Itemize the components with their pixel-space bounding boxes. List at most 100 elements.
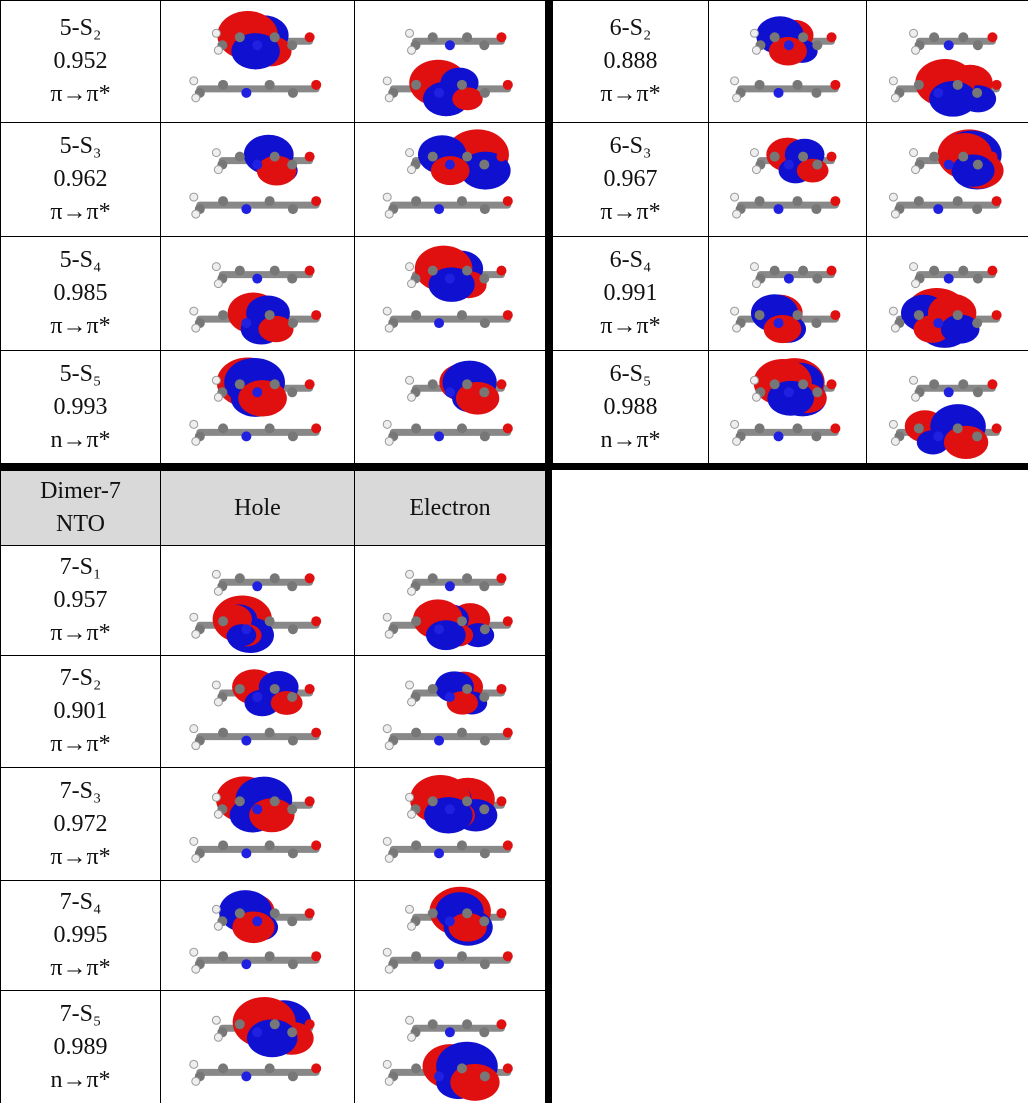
atom bbox=[305, 1019, 315, 1029]
atom bbox=[958, 266, 968, 276]
atom bbox=[811, 431, 821, 441]
atom bbox=[408, 922, 416, 930]
label-cell: 6-S₄0.991π→π* bbox=[552, 236, 709, 351]
atom bbox=[798, 266, 808, 276]
atom bbox=[411, 840, 421, 850]
atom bbox=[212, 1016, 220, 1024]
atom bbox=[479, 274, 489, 284]
atom bbox=[891, 324, 899, 332]
atom bbox=[311, 840, 321, 850]
atom bbox=[457, 1063, 467, 1073]
atom bbox=[944, 40, 954, 50]
atom bbox=[457, 310, 467, 320]
atom bbox=[973, 160, 983, 170]
atom bbox=[385, 965, 393, 973]
atom bbox=[428, 379, 438, 389]
atom bbox=[411, 951, 421, 961]
atom bbox=[733, 437, 741, 445]
atom bbox=[933, 204, 943, 214]
label-cell: 7-S₂0.901π→π* bbox=[0, 655, 161, 768]
atom bbox=[311, 951, 321, 961]
atom bbox=[408, 810, 416, 818]
atom bbox=[305, 908, 315, 918]
orbital-image bbox=[161, 881, 355, 991]
atom bbox=[830, 80, 840, 90]
atom bbox=[218, 616, 228, 626]
lobe bbox=[258, 316, 293, 342]
atom bbox=[406, 1016, 414, 1024]
atom bbox=[235, 908, 245, 918]
atom bbox=[445, 1027, 455, 1037]
atom bbox=[457, 951, 467, 961]
orbital-image bbox=[355, 768, 546, 881]
atom bbox=[812, 160, 822, 170]
atom bbox=[792, 423, 802, 433]
atom bbox=[270, 266, 280, 276]
orbital-image bbox=[867, 123, 1028, 237]
atom bbox=[992, 423, 1002, 433]
atom bbox=[811, 204, 821, 214]
atom bbox=[457, 423, 467, 433]
atom bbox=[241, 959, 251, 969]
atom bbox=[385, 324, 393, 332]
atom bbox=[774, 204, 784, 214]
atom bbox=[218, 1063, 228, 1073]
atom bbox=[496, 908, 506, 918]
transition: π→π* bbox=[600, 196, 660, 229]
atom bbox=[752, 280, 760, 288]
state: 5-S₃ bbox=[60, 130, 102, 163]
atom bbox=[479, 1027, 489, 1037]
atom bbox=[218, 951, 228, 961]
atom bbox=[192, 742, 200, 750]
atom bbox=[190, 193, 198, 201]
atom bbox=[235, 684, 245, 694]
atom bbox=[987, 266, 997, 276]
atom bbox=[462, 908, 472, 918]
orbital-image bbox=[161, 768, 355, 881]
atom bbox=[218, 196, 228, 206]
atom bbox=[192, 854, 200, 862]
electron-cell bbox=[354, 236, 546, 351]
state: 6-S₂ bbox=[610, 12, 652, 45]
atom bbox=[265, 840, 275, 850]
atom bbox=[311, 616, 321, 626]
atom bbox=[385, 94, 393, 102]
atom bbox=[992, 196, 1002, 206]
atom bbox=[774, 431, 784, 441]
atom bbox=[270, 1019, 280, 1029]
atom bbox=[288, 204, 298, 214]
atom bbox=[958, 32, 968, 42]
orbital-image bbox=[355, 656, 546, 768]
atom bbox=[385, 742, 393, 750]
atom bbox=[445, 581, 455, 591]
atom bbox=[288, 848, 298, 858]
atom bbox=[265, 1063, 275, 1073]
atom bbox=[774, 318, 784, 328]
state: 6-S₄ bbox=[610, 244, 652, 277]
atom bbox=[496, 32, 506, 42]
atom bbox=[270, 796, 280, 806]
state: 5-S₄ bbox=[60, 244, 102, 277]
header-cell: Hole bbox=[160, 470, 355, 546]
transition: π→π* bbox=[50, 196, 110, 229]
atom bbox=[252, 1027, 262, 1037]
atom bbox=[406, 29, 414, 37]
transition: π→π* bbox=[50, 952, 110, 985]
atom bbox=[252, 581, 262, 591]
hole-cell bbox=[160, 767, 355, 881]
atom bbox=[445, 692, 455, 702]
atom bbox=[311, 423, 321, 433]
atom bbox=[270, 152, 280, 162]
atom bbox=[406, 793, 414, 801]
atom bbox=[496, 266, 506, 276]
atom bbox=[479, 804, 489, 814]
atom bbox=[912, 280, 920, 288]
hole-cell bbox=[708, 236, 867, 351]
atom bbox=[774, 88, 784, 98]
atom bbox=[192, 965, 200, 973]
atom bbox=[733, 210, 741, 218]
orbital-image bbox=[161, 123, 355, 237]
atom bbox=[287, 40, 297, 50]
